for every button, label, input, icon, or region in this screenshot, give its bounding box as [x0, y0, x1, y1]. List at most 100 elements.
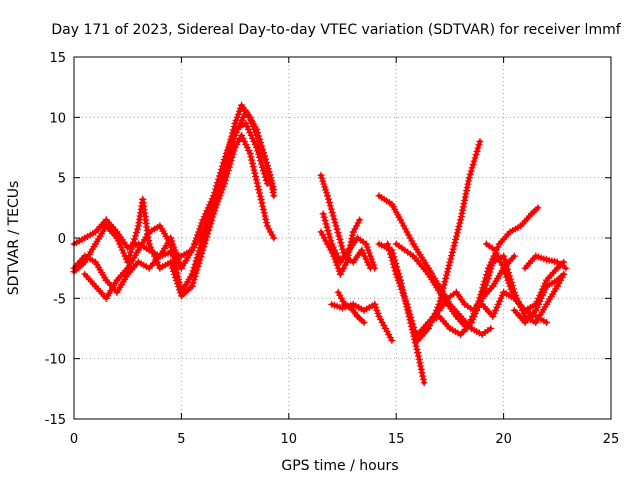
data-point [562, 264, 570, 272]
data-point [269, 188, 277, 196]
data-point [341, 261, 349, 269]
data-point [470, 157, 478, 165]
data-point [539, 291, 547, 299]
data-point [468, 164, 476, 172]
data-point [497, 258, 505, 266]
data-point [204, 219, 212, 227]
data-point [472, 151, 480, 159]
data-point [173, 252, 181, 260]
data-point [446, 258, 454, 266]
data-point [398, 219, 406, 227]
data-point [490, 309, 498, 317]
data-point [229, 131, 237, 139]
data-point [346, 241, 354, 249]
data-point [268, 182, 276, 190]
x-tick-label: 10 [281, 432, 298, 447]
data-point [492, 306, 500, 314]
data-point [493, 303, 501, 311]
data-point [467, 167, 475, 175]
data-point [243, 144, 251, 151]
data-point [167, 234, 175, 242]
data-point [352, 222, 360, 230]
data-point [374, 309, 382, 317]
data-point [256, 135, 264, 143]
data-point [488, 261, 496, 269]
data-point [171, 246, 179, 254]
data-point [509, 291, 517, 299]
data-point [452, 235, 460, 243]
data-point [247, 131, 255, 139]
y-tick-label: -5 [53, 292, 66, 307]
data-point [373, 306, 381, 314]
data-point [334, 229, 342, 237]
data-point [195, 247, 203, 255]
data-point [320, 234, 328, 242]
y-tick-label: 10 [49, 111, 66, 126]
data-point [251, 169, 259, 177]
data-point [202, 225, 210, 233]
data-point [319, 210, 327, 218]
data-point [560, 270, 568, 278]
data-point [254, 129, 262, 137]
data-point [239, 113, 247, 121]
data-point [457, 213, 465, 221]
data-point [388, 337, 396, 345]
data-point [322, 220, 330, 228]
data-point [246, 150, 254, 158]
data-point [258, 145, 266, 153]
data-point [113, 234, 121, 242]
data-point [403, 300, 411, 308]
data-point [481, 284, 489, 292]
data-point [245, 125, 253, 133]
x-tick-label: 15 [388, 432, 405, 447]
data-point [534, 204, 542, 212]
data-point [240, 137, 248, 145]
data-point [401, 294, 409, 302]
data-point [332, 222, 340, 230]
data-point [461, 193, 469, 201]
data-point [197, 222, 205, 230]
data-point [466, 170, 474, 178]
data-point [173, 269, 181, 277]
data-point [443, 271, 451, 279]
data-point [391, 267, 399, 275]
data-point [467, 318, 475, 326]
data-point [260, 209, 268, 217]
data-point [256, 153, 264, 161]
x-tick-label: 20 [495, 432, 512, 447]
data-point [394, 276, 402, 284]
data-point [255, 150, 263, 158]
data-point [351, 225, 359, 233]
data-point [259, 148, 267, 156]
data-point [375, 312, 383, 320]
data-point [243, 122, 251, 130]
data-point [491, 246, 499, 254]
data-point [193, 254, 201, 262]
data-point [473, 147, 481, 155]
data-point [238, 131, 246, 139]
data-point [371, 300, 379, 308]
data-point [168, 237, 176, 245]
data-point [337, 239, 345, 247]
data-point [393, 273, 401, 281]
data-point [535, 300, 543, 308]
data-point [470, 312, 478, 320]
data-point [497, 294, 505, 302]
data-point [223, 150, 231, 158]
data-point [262, 215, 270, 223]
data-point [260, 152, 268, 160]
data-point [510, 252, 518, 260]
data-point [217, 165, 225, 173]
data-point [413, 345, 421, 353]
data-point [320, 213, 328, 221]
data-point [498, 291, 506, 299]
data-point [417, 365, 425, 373]
data-point [264, 165, 272, 173]
data-point [543, 318, 551, 326]
data-point [415, 355, 423, 363]
data-point [378, 318, 386, 326]
data-point [254, 147, 262, 155]
data-point [445, 261, 453, 269]
data-point [323, 192, 331, 200]
data-point [365, 249, 373, 257]
